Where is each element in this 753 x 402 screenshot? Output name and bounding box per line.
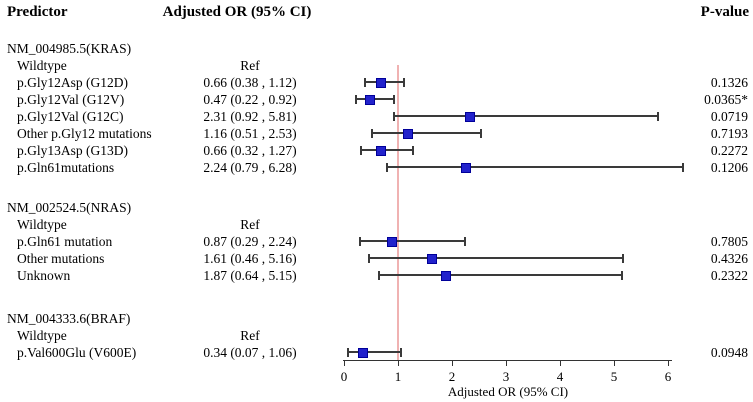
x-tick — [452, 360, 453, 366]
x-tick-label: 3 — [502, 369, 510, 384]
or-ci-value: 0.66 (0.32 , 1.27) — [203, 143, 297, 158]
ci-cap-right — [682, 162, 685, 172]
or-marker — [460, 163, 471, 173]
gene-header: NM_002524.5(NRAS) — [7, 200, 132, 215]
gene-header: NM_004985.5(KRAS) — [7, 41, 132, 56]
or-marker — [402, 129, 413, 139]
ci-cap-left — [367, 253, 370, 263]
p-value: 0.2272 — [710, 143, 748, 158]
p-value: 0.0365* — [704, 92, 748, 107]
ci-cap-right — [463, 236, 466, 246]
ci-bar — [359, 240, 465, 242]
column-header-predictor: Predictor — [7, 4, 68, 20]
ci-cap-right — [621, 270, 624, 280]
or-ci-value: 2.24 (0.79 , 6.28) — [203, 160, 297, 175]
ci-cap-left — [360, 145, 363, 155]
column-header-p-value: P-value — [700, 4, 749, 20]
or-marker — [375, 146, 386, 156]
ci-cap-right — [656, 111, 659, 121]
x-axis-line — [343, 360, 672, 361]
ci-bar — [393, 115, 658, 117]
ci-cap-left — [363, 77, 366, 87]
x-tick — [344, 360, 345, 366]
ci-bar — [386, 166, 684, 168]
x-tick — [668, 360, 669, 366]
p-value: 0.0948 — [710, 345, 748, 360]
ci-cap-left — [377, 270, 380, 280]
x-tick-label: 4 — [556, 369, 564, 384]
x-tick — [560, 360, 561, 366]
forest-row-label: p.Val600Glu (V600E) — [17, 345, 137, 360]
p-value: 0.4326 — [710, 251, 748, 266]
p-value: 0.7193 — [710, 126, 748, 141]
forest-row-label: p.Gly12Val (G12C) — [17, 109, 124, 124]
gene-header: NM_004333.6(BRAF) — [7, 311, 131, 326]
or-ci-value: 0.87 (0.29 , 2.24) — [203, 234, 297, 249]
reference-line — [397, 65, 399, 360]
forest-row-label: Wildtype — [17, 58, 67, 73]
x-tick-label: 2 — [448, 369, 456, 384]
x-tick — [614, 360, 615, 366]
ci-bar — [361, 149, 413, 151]
or-marker — [440, 271, 451, 281]
ci-bar — [378, 274, 623, 276]
x-tick-label: 6 — [664, 369, 672, 384]
or-ci-value: 0.66 (0.38 , 1.12) — [203, 75, 297, 90]
forest-row-label: Wildtype — [17, 217, 67, 232]
ci-bar — [371, 132, 481, 134]
or-ci-value: Ref — [240, 328, 260, 343]
ci-bar — [347, 351, 402, 353]
column-header-adjusted-or: Adjusted OR (95% CI) — [162, 4, 312, 20]
or-ci-value: 1.61 (0.46 , 5.16) — [203, 251, 297, 266]
or-ci-value: 1.87 (0.64 , 5.15) — [203, 268, 297, 283]
forest-row-label: Unknown — [17, 268, 71, 283]
forest-row-label: Wildtype — [17, 328, 67, 343]
forest-row-label: Other p.Gly12 mutations — [17, 126, 152, 141]
forest-row-label: p.Gln61 mutation — [17, 234, 113, 249]
or-marker — [464, 112, 475, 122]
x-tick — [398, 360, 399, 366]
forest-row-label: p.Gly13Asp (G13D) — [17, 143, 128, 158]
p-value: 0.7805 — [710, 234, 748, 249]
forest-row-label: p.Gly12Val (G12V) — [17, 92, 125, 107]
p-value: 0.1206 — [710, 160, 748, 175]
ci-cap-right — [621, 253, 624, 263]
ci-cap-right — [392, 94, 395, 104]
or-marker — [365, 95, 376, 105]
ci-cap-left — [346, 347, 349, 357]
or-ci-value: Ref — [240, 217, 260, 232]
ci-cap-right — [479, 128, 482, 138]
or-marker — [375, 78, 386, 88]
x-tick-label: 1 — [394, 369, 402, 384]
ci-cap-right — [403, 77, 406, 87]
or-ci-value: 0.34 (0.07 , 1.06) — [203, 345, 297, 360]
or-ci-value: 1.16 (0.51 , 2.53) — [203, 126, 297, 141]
p-value: 0.1326 — [710, 75, 748, 90]
ci-cap-right — [411, 145, 414, 155]
ci-cap-left — [370, 128, 373, 138]
x-axis-title: Adjusted OR (95% CI) — [447, 384, 569, 399]
p-value: 0.0719 — [710, 109, 748, 124]
or-ci-value: Ref — [240, 58, 260, 73]
x-tick — [506, 360, 507, 366]
or-ci-value: 0.47 (0.22 , 0.92) — [203, 92, 297, 107]
or-marker — [426, 254, 437, 264]
ci-bar — [368, 257, 623, 259]
p-value: 0.2322 — [710, 268, 748, 283]
forest-row-label: p.Gly12Asp (G12D) — [17, 75, 128, 90]
x-tick-label: 5 — [610, 369, 618, 384]
ci-cap-left — [385, 162, 388, 172]
or-marker — [386, 237, 397, 247]
forest-row-label: Other mutations — [17, 251, 105, 266]
x-tick-label: 0 — [340, 369, 348, 384]
ci-cap-left — [358, 236, 361, 246]
ci-cap-left — [354, 94, 357, 104]
ci-cap-left — [392, 111, 395, 121]
or-marker — [358, 348, 369, 358]
ci-cap-right — [400, 347, 403, 357]
forest-row-label: p.Gln61mutations — [17, 160, 115, 175]
or-ci-value: 2.31 (0.92 , 5.81) — [203, 109, 297, 124]
